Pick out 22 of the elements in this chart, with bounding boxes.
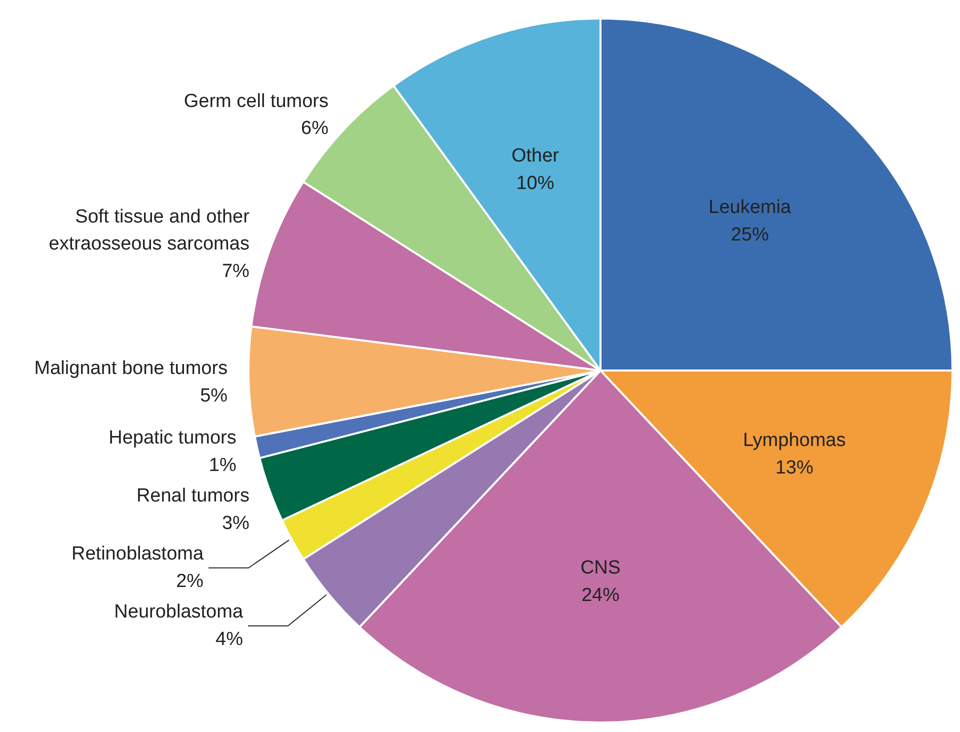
slice-label: Retinoblastoma: [72, 544, 204, 565]
data-label: 24%: [581, 584, 620, 606]
data-label: 6%: [301, 118, 329, 140]
slice-label: Soft tissue and other extraosseous sarcomas: [48, 206, 250, 255]
data-label: 1%: [208, 455, 236, 476]
data-label: 4%: [216, 629, 244, 650]
data-label: 10%: [516, 172, 554, 194]
slice-label: Leukemia: [708, 197, 792, 218]
data-label: 3%: [222, 513, 250, 534]
data-label: 25%: [730, 224, 769, 246]
data-label: 2%: [176, 571, 204, 592]
slice-label: Hepatic tumors: [108, 428, 236, 449]
slice-label: Neuroblastoma: [114, 602, 244, 623]
slice-label: Renal tumors: [136, 486, 250, 507]
slice-label: CNS: [580, 558, 621, 579]
slice-label: Lymphomas: [742, 430, 846, 452]
data-label: 5%: [200, 385, 228, 406]
data-label: 7%: [222, 260, 250, 282]
slice-label: Germ cell tumors: [184, 90, 329, 112]
slice-label: Other: [511, 145, 560, 166]
data-label: 13%: [775, 458, 814, 479]
slice-label: Malignant bone tumors: [34, 358, 228, 380]
